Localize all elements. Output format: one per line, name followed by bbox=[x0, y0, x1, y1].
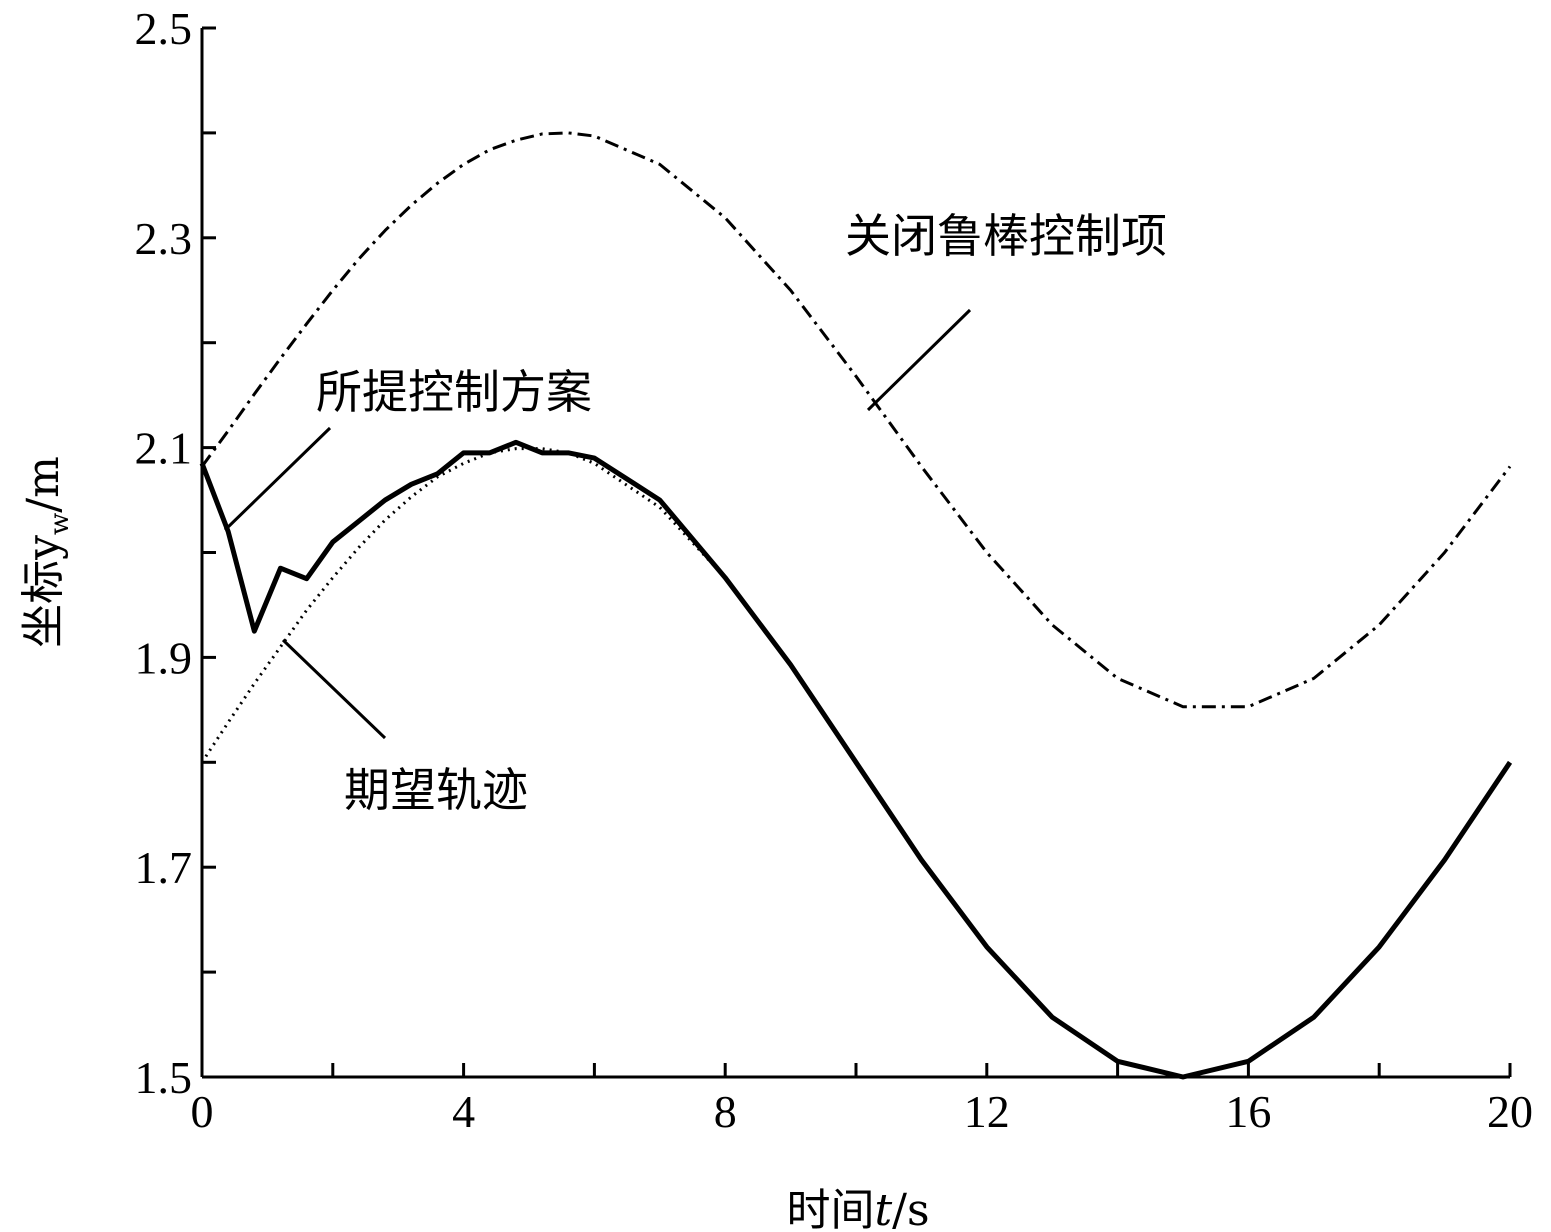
x-tick-label: 8 bbox=[714, 1086, 737, 1137]
y-label-text: 坐标y bbox=[18, 535, 69, 648]
y-tick-label: 1.7 bbox=[135, 842, 193, 893]
annotation: 所提控制方案 bbox=[316, 365, 592, 419]
y-tick-label: 2.1 bbox=[135, 423, 193, 474]
y-tick-label: 2.3 bbox=[135, 213, 193, 264]
leader-line bbox=[223, 426, 332, 532]
x-tick-label: 12 bbox=[964, 1086, 1010, 1137]
y-label-unit: /m bbox=[18, 456, 69, 513]
x-tick-label: 0 bbox=[191, 1086, 214, 1137]
y-label-sub: w bbox=[45, 513, 75, 535]
annotation: 期望轨迹 bbox=[344, 763, 528, 817]
x-tick-label: 20 bbox=[1487, 1086, 1533, 1137]
leader-line bbox=[281, 638, 387, 740]
x-axis-label: 时间t/s bbox=[786, 1185, 929, 1232]
x-tick-label: 16 bbox=[1225, 1086, 1271, 1137]
x-label-unit: /s bbox=[892, 1185, 929, 1232]
y-tick-label: 1.5 bbox=[135, 1052, 193, 1103]
x-label-var: t bbox=[874, 1185, 892, 1232]
x-tick-label: 4 bbox=[452, 1086, 475, 1137]
x-label-text: 时间 bbox=[786, 1185, 874, 1232]
y-tick-label: 1.9 bbox=[135, 632, 193, 683]
series-line bbox=[199, 439, 1513, 1080]
annotation: 关闭鲁棒控制项 bbox=[845, 209, 1167, 263]
series-line bbox=[200, 131, 1512, 709]
leader-line bbox=[866, 308, 972, 412]
y-tick-label: 2.5 bbox=[135, 3, 193, 54]
y-axis-label: 坐标yw/m bbox=[18, 456, 75, 648]
